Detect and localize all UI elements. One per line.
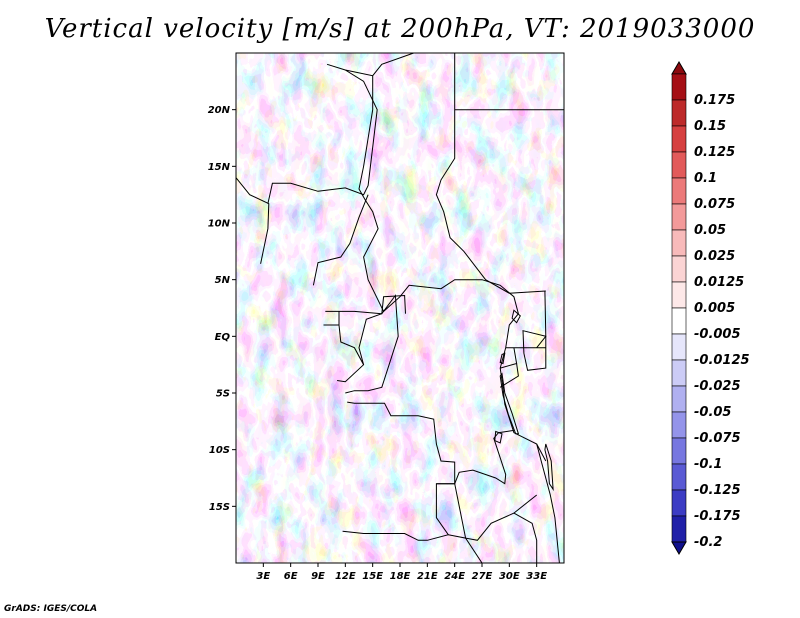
border-line	[236, 177, 270, 264]
lon-tick-label: 9E	[311, 571, 325, 582]
colorbar-level-label: -0.175	[694, 509, 741, 524]
lat-tick-label: 10N	[208, 219, 231, 230]
colorbar-level-label: -0.005	[694, 327, 741, 342]
border-line	[267, 69, 378, 204]
colorbar-level-label: -0.05	[694, 405, 731, 420]
lon-tick-label: 27E	[472, 571, 493, 582]
lat-tick-label: 10S	[209, 445, 230, 456]
lon-tick-label: 6E	[284, 571, 298, 582]
lake-outline	[499, 352, 506, 365]
border-line	[345, 294, 399, 394]
colorbar-level-label: 0.025	[694, 249, 735, 264]
colorbar-level-label: 0.05	[694, 223, 726, 238]
colorbar-swatch	[671, 489, 687, 517]
lat-tick-label: 15S	[209, 502, 230, 513]
colorbar-swatch	[671, 385, 687, 413]
lon-tick-label: 21E	[417, 571, 438, 582]
border-line	[342, 401, 456, 541]
colorbar-level-label: -0.075	[694, 431, 741, 446]
colorbar-swatch	[671, 463, 687, 491]
lake-outline	[494, 430, 503, 444]
lat-tick-label: 5N	[215, 275, 231, 286]
lat-tick-label: 5S	[216, 389, 230, 400]
lake-outline	[511, 309, 521, 324]
border-line	[436, 429, 514, 485]
border-line	[337, 324, 365, 383]
border-line	[454, 483, 538, 541]
longitude-axis: 3E 6E 9E 12E 15E 18E 21E 24E 27E 30E 33E	[256, 563, 547, 582]
colorbar-swatch	[671, 151, 687, 179]
colorbar-top-arrow	[671, 61, 687, 75]
colorbar-level-label: 0.125	[694, 145, 735, 160]
lake-outline	[544, 443, 554, 492]
colorbar-level-label: -0.0125	[694, 353, 750, 368]
colorbar-swatch	[671, 359, 687, 387]
border-line	[435, 53, 546, 294]
lon-tick-label: 18E	[390, 571, 411, 582]
lon-tick-label: 24E	[444, 571, 465, 582]
colorbar-level-label: -0.125	[694, 483, 741, 498]
map-panel: 20N 15N 10N 5N EQ 5S 10S 15S 3E 6E 9E 12E 15E 18E 21E…	[208, 52, 565, 582]
colorbar-swatch	[671, 437, 687, 465]
colorbar-level-label: 0.1	[694, 171, 717, 186]
colorbar: 0.175 0.15 0.125 0.1 0.075 0.05 0.025 0.0125 0.0…	[671, 61, 750, 555]
lat-tick-label: 15N	[208, 162, 231, 173]
colorbar-swatch	[671, 281, 687, 309]
colorbar-level-label: 0.005	[694, 301, 735, 316]
border-line	[448, 534, 483, 563]
colorbar-swatch	[671, 125, 687, 153]
lon-tick-label: 12E	[335, 571, 356, 582]
border-line	[513, 512, 538, 563]
lat-tick-label: 20N	[208, 105, 231, 116]
latitude-axis: 20N 15N 10N 5N EQ 5S 10S 15S	[208, 105, 236, 513]
colorbar-swatch	[671, 255, 687, 283]
border-line	[312, 194, 369, 286]
grads-credit: GrADS: IGES/COLA	[4, 604, 98, 614]
colorbar-swatch	[671, 203, 687, 231]
lon-tick-label: 33E	[526, 571, 547, 582]
colorbar-swatch	[671, 229, 687, 257]
border-line	[358, 75, 547, 462]
colorbar-level-label: -0.025	[694, 379, 741, 394]
colorbar-level-label: 0.175	[694, 93, 735, 108]
lat-tick-label: EQ	[215, 332, 231, 343]
colorbar-swatch	[671, 411, 687, 439]
border-line	[536, 443, 560, 563]
lon-tick-label: 15E	[362, 571, 383, 582]
colorbar-level-label: 0.075	[694, 197, 735, 212]
colorbar-level-label: -0.2	[694, 535, 722, 550]
colorbar-level-label: 0.0125	[694, 275, 744, 290]
colorbar-swatch	[671, 307, 687, 335]
colorbar-level-label: -0.1	[694, 457, 722, 472]
colorbar-swatch	[671, 73, 687, 101]
country-borders	[236, 53, 564, 563]
colorbar-swatch	[671, 333, 687, 361]
chart-title: Vertical velocity [m/s] at 200hPa, VT: 2…	[44, 14, 756, 44]
border-line	[499, 363, 519, 388]
colorbar-bottom-arrow	[671, 541, 687, 555]
colorbar-swatch	[671, 177, 687, 205]
colorbar-swatch	[671, 515, 687, 543]
lon-tick-label: 3E	[256, 571, 270, 582]
vertical-velocity-field	[236, 53, 564, 563]
colorbar-swatch	[671, 99, 687, 127]
lake-outline	[499, 372, 520, 435]
lon-tick-label: 30E	[499, 571, 520, 582]
colorbar-level-label: 0.15	[694, 119, 726, 134]
lake-outline	[522, 330, 547, 371]
